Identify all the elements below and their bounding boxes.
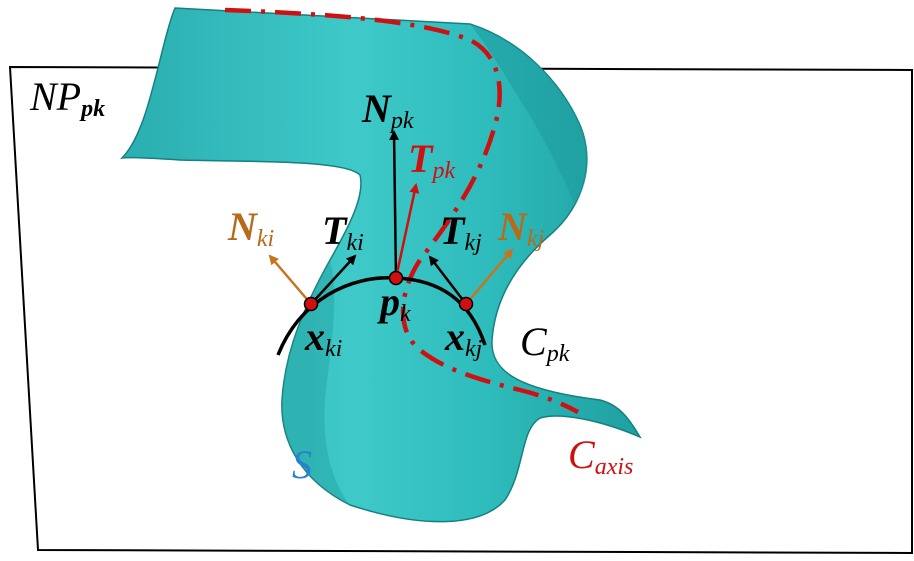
label-n-kj: Nkj	[497, 204, 545, 252]
label-p-k: pk	[377, 279, 411, 327]
label-x-ki: xki	[304, 314, 342, 362]
surface-inner-shade	[281, 260, 350, 505]
normal-n-ki-arrow	[268, 254, 312, 305]
label-c-pk: Cpk	[520, 319, 570, 367]
normal-n-kj-arrow	[465, 248, 514, 305]
tangent-t-kj-arrow	[428, 255, 467, 305]
label-t-ki: Tki	[322, 208, 364, 256]
label-t-pk: Tpk	[408, 136, 455, 184]
normal-n-pk-arrow	[389, 130, 400, 279]
label-t-kj: Tkj	[440, 208, 482, 256]
point-p-k	[388, 270, 404, 286]
point-x-kj	[458, 296, 474, 312]
surface-s	[119, 7, 642, 523]
label-n-ki: Nki	[227, 204, 274, 252]
normal-plane	[8, 65, 913, 555]
tangent-t-ki-arrow	[310, 254, 357, 305]
label-s: S	[292, 442, 312, 487]
axis-curve	[224, 7, 580, 414]
tangent-t-pk-arrow	[394, 183, 420, 279]
point-x-ki	[303, 296, 319, 312]
label-n-pk: Npk	[361, 86, 414, 134]
label-np-pk: NPpk	[29, 74, 105, 122]
label-c-axis: Caxis	[568, 432, 633, 480]
surface-fold-shade	[470, 24, 588, 205]
label-x-kj: xkj	[444, 314, 483, 362]
